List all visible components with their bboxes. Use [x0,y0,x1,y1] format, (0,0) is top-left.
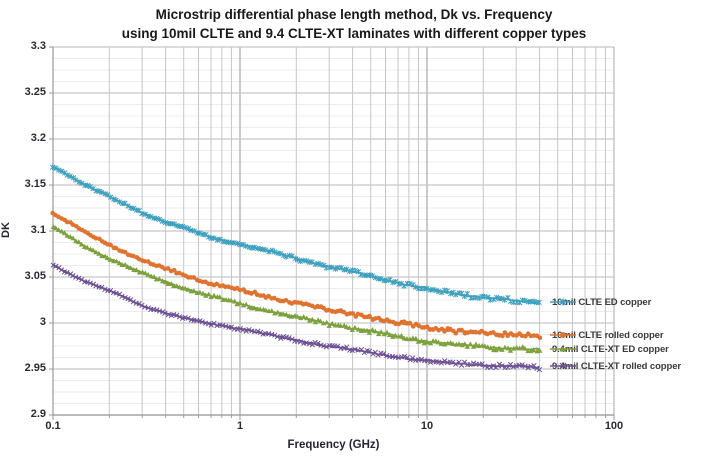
legend-item-1: 10mil CLTE ED copper [550,297,651,308]
y-tick-label: 3.2 [30,132,46,144]
y-tick-label: 3.3 [30,40,46,52]
legend-label: 10mil CLTE rolled copper [552,329,664,341]
chart-title: Microstrip differential phase length met… [0,5,708,43]
legend-label: 10mil CLTE ED copper [552,296,652,308]
legend-marker-x [550,362,576,370]
x-tick-label: 10 [420,420,434,432]
x-axis-ticks [52,415,615,420]
x-tick-label: 100 [604,420,624,432]
legend-item-3: 9.4mil CLTE-XT ED copper [550,344,669,355]
legend-marker-circle [550,331,576,338]
chart-title-line1: Microstrip differential phase length met… [155,7,553,22]
x-axis-title: Frequency (GHz) [287,439,380,451]
y-tick-label: 3 [39,316,46,328]
legend-marker-star [550,298,576,306]
legend-item-2: 10mil CLTE rolled copper [550,329,664,341]
chart-title-line2: using 10mil CLTE and 9.4 CLTE-XT laminat… [121,26,587,41]
legend-label: 9.4mil CLTE-XT ED copper [552,343,669,355]
x-tick-label: 1 [236,420,244,432]
series-markers-1 [49,164,542,306]
legend-marker-triangle [550,345,576,352]
y-tick-label: 2.9 [30,408,46,420]
y-axis-ticks [49,46,53,416]
y-tick-label: 3.25 [24,86,46,98]
legend-item-4: 9.4mil CLTE-XT rolled copper [550,361,681,372]
y-tick-label: 3.1 [30,224,46,236]
x-tick-label: 0.1 [45,420,61,432]
y-tick-label: 2.95 [24,362,46,374]
y-tick-label: 3.15 [24,178,46,190]
series-markers-4 [50,262,543,373]
y-tick-label: 3.05 [24,270,46,282]
legend-label: 9.4mil CLTE-XT rolled copper [552,361,681,373]
